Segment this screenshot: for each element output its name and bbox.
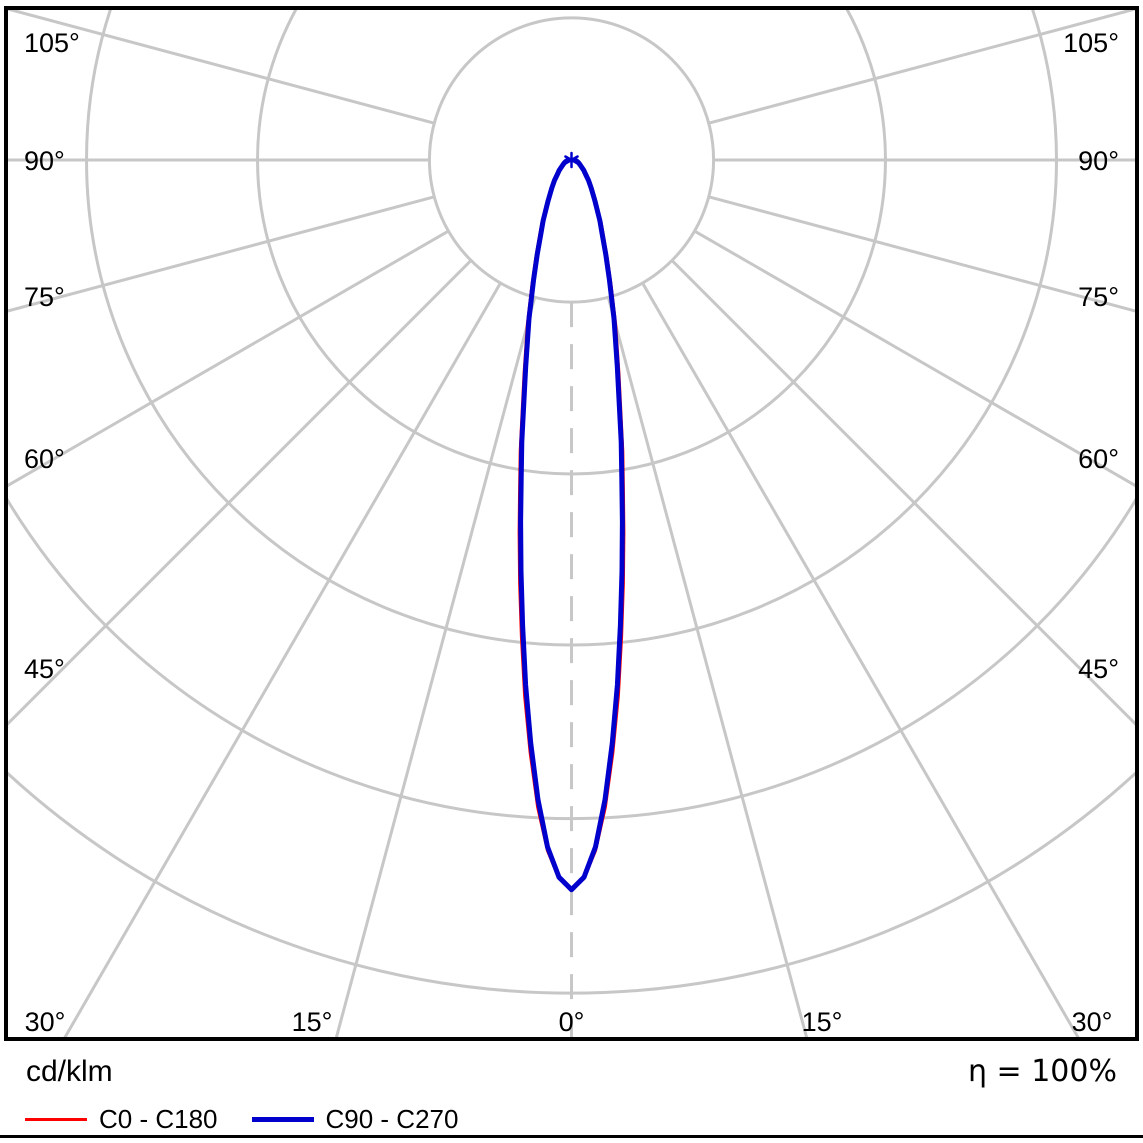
unit-label: cd/klm (26, 1055, 113, 1088)
c0-c180-line-swatch (25, 1118, 87, 1121)
svg-text:30°: 30° (25, 1007, 66, 1037)
svg-text:60°: 60° (24, 444, 65, 474)
svg-text:105°: 105° (1063, 28, 1119, 58)
svg-text:75°: 75° (24, 282, 65, 312)
legend-series-row: C0 - C180 C90 - C270 (0, 1104, 1143, 1135)
svg-text:75°: 75° (1078, 282, 1119, 312)
svg-text:45°: 45° (24, 654, 65, 684)
legend-header: cd/klm η = 100% (0, 1046, 1143, 1089)
legend: cd/klm η = 100% C0 - C180 C90 - C270 (0, 1046, 1143, 1143)
c90-c270-line-swatch (251, 1117, 314, 1122)
svg-text:15°: 15° (802, 1007, 843, 1037)
svg-text:90°: 90° (24, 146, 65, 176)
c90-c270-label: C90 - C270 (325, 1104, 459, 1134)
efficiency-label: η = 100% (968, 1054, 1117, 1089)
svg-text:60°: 60° (1078, 444, 1119, 474)
svg-text:45°: 45° (1078, 654, 1119, 684)
polar-chart-frame: 105° 90° 75° 60° 45° 105° 90° 75° 60° 45° 30° 15° 0°… (4, 6, 1139, 1041)
svg-text:30°: 30° (1072, 1007, 1113, 1037)
svg-text:15°: 15° (292, 1007, 333, 1037)
svg-text:105°: 105° (24, 28, 80, 58)
svg-text:90°: 90° (1078, 146, 1119, 176)
bottom-divider (0, 1135, 1143, 1138)
polar-photometric-chart: 105° 90° 75° 60° 45° 105° 90° 75° 60° 45° 30° 15° 0°… (8, 10, 1135, 1037)
svg-text:0°: 0° (559, 1007, 585, 1037)
c0-c180-label: C0 - C180 (99, 1104, 218, 1134)
